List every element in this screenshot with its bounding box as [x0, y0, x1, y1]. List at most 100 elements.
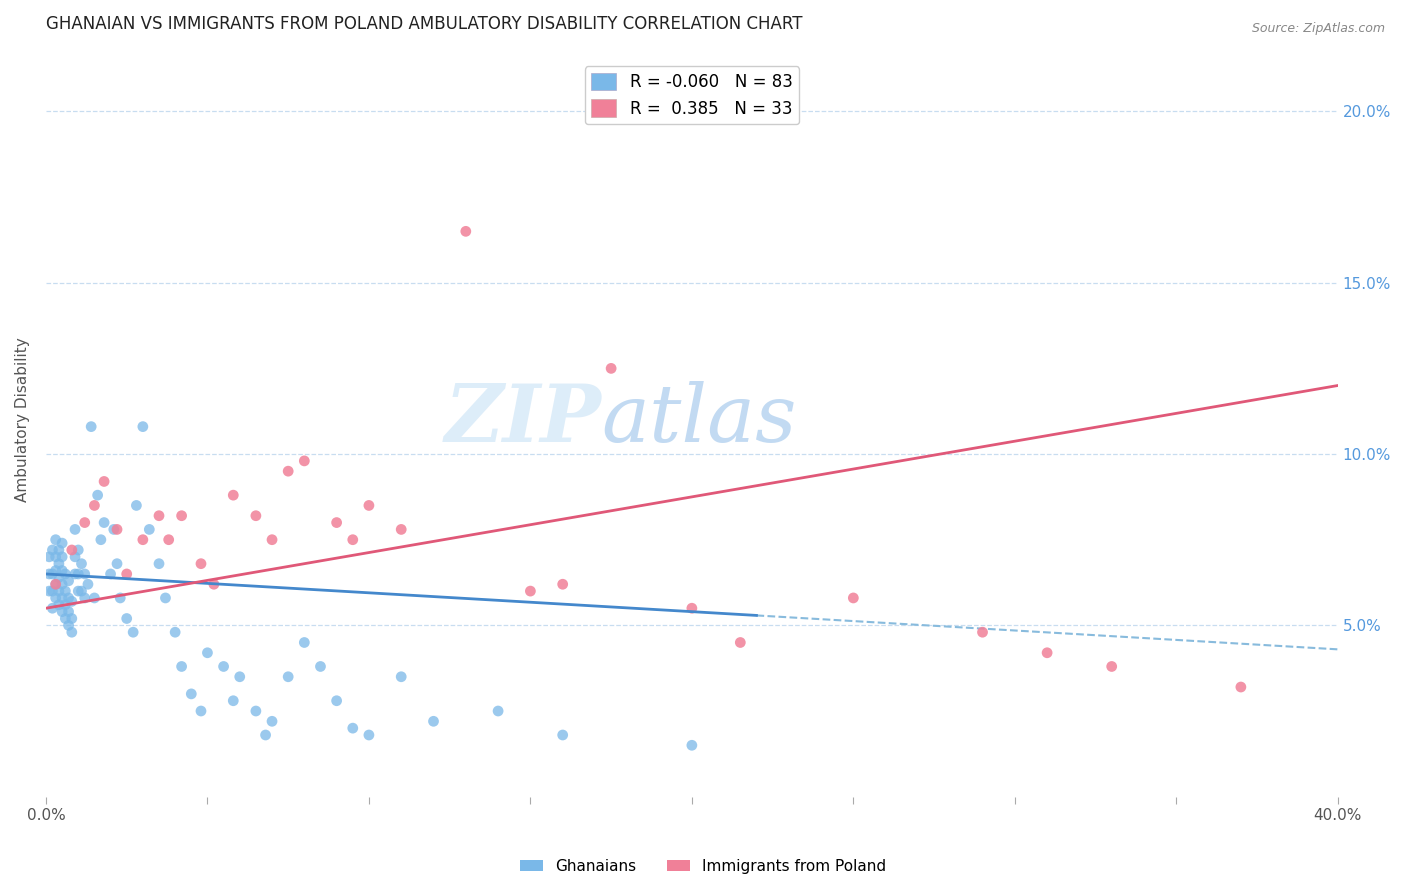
Point [681, 601, 703, 615]
Point [342, 721, 364, 735]
Point [90, 533, 112, 547]
Point [93, 516, 115, 530]
Point [51, 605, 73, 619]
Point [155, 591, 177, 605]
Point [454, 224, 477, 238]
Point [53, 611, 76, 625]
Point [842, 591, 865, 605]
Legend: R = -0.060   N = 83, R =  0.385   N = 33: R = -0.060 N = 83, R = 0.385 N = 33 [585, 66, 799, 124]
Point [58, 605, 80, 619]
Point [73, 566, 96, 581]
Point [972, 625, 994, 640]
Point [600, 361, 623, 376]
Point [325, 694, 347, 708]
Point [77, 577, 100, 591]
Point [60, 625, 83, 640]
Point [229, 670, 252, 684]
Point [105, 523, 128, 537]
Point [1230, 680, 1253, 694]
Point [60, 611, 83, 625]
Point [681, 739, 703, 753]
Point [389, 523, 412, 537]
Point [67, 543, 90, 558]
Point [73, 591, 96, 605]
Point [197, 646, 219, 660]
Legend: Ghanaians, Immigrants from Poland: Ghanaians, Immigrants from Poland [513, 853, 893, 880]
Point [138, 523, 160, 537]
Point [105, 557, 128, 571]
Point [58, 574, 80, 588]
Point [132, 533, 155, 547]
Point [41, 543, 63, 558]
Point [45, 533, 67, 547]
Point [51, 564, 73, 578]
Point [125, 499, 148, 513]
Point [180, 687, 202, 701]
Point [730, 635, 752, 649]
Point [63, 566, 86, 581]
Point [115, 611, 138, 625]
Point [222, 488, 245, 502]
Point [190, 704, 212, 718]
Point [260, 533, 283, 547]
Point [48, 570, 70, 584]
Point [170, 508, 193, 523]
Point [83, 499, 105, 513]
Point [48, 557, 70, 571]
Point [292, 635, 315, 649]
Point [148, 557, 170, 571]
Point [48, 584, 70, 599]
Point [190, 557, 212, 571]
Point [342, 533, 364, 547]
Point [51, 549, 73, 564]
Point [60, 543, 83, 558]
Point [212, 659, 235, 673]
Point [45, 577, 67, 591]
Point [45, 591, 67, 605]
Point [51, 577, 73, 591]
Point [45, 564, 67, 578]
Point [38, 549, 60, 564]
Point [309, 659, 332, 673]
Text: atlas: atlas [602, 381, 797, 458]
Point [277, 670, 299, 684]
Point [260, 714, 283, 729]
Point [38, 566, 60, 581]
Point [170, 659, 193, 673]
Point [1036, 646, 1059, 660]
Text: ZIP: ZIP [444, 381, 602, 458]
Point [67, 584, 90, 599]
Point [110, 591, 132, 605]
Text: Source: ZipAtlas.com: Source: ZipAtlas.com [1251, 22, 1385, 36]
Point [486, 704, 509, 718]
Point [63, 523, 86, 537]
Point [222, 694, 245, 708]
Point [93, 475, 115, 489]
Point [73, 516, 96, 530]
Point [41, 566, 63, 581]
Y-axis label: Ambulatory Disability: Ambulatory Disability [15, 337, 30, 502]
Point [165, 625, 187, 640]
Point [202, 577, 225, 591]
Point [41, 584, 63, 599]
Point [80, 419, 103, 434]
Point [325, 516, 347, 530]
Point [245, 704, 267, 718]
Point [422, 714, 444, 729]
Point [58, 618, 80, 632]
Point [45, 549, 67, 564]
Point [551, 728, 574, 742]
Point [100, 566, 122, 581]
Point [551, 577, 574, 591]
Point [292, 454, 315, 468]
Point [83, 591, 105, 605]
Point [45, 577, 67, 591]
Point [38, 584, 60, 599]
Point [132, 419, 155, 434]
Point [122, 625, 145, 640]
Point [277, 464, 299, 478]
Point [357, 728, 380, 742]
Point [115, 566, 138, 581]
Point [51, 591, 73, 605]
Point [148, 508, 170, 523]
